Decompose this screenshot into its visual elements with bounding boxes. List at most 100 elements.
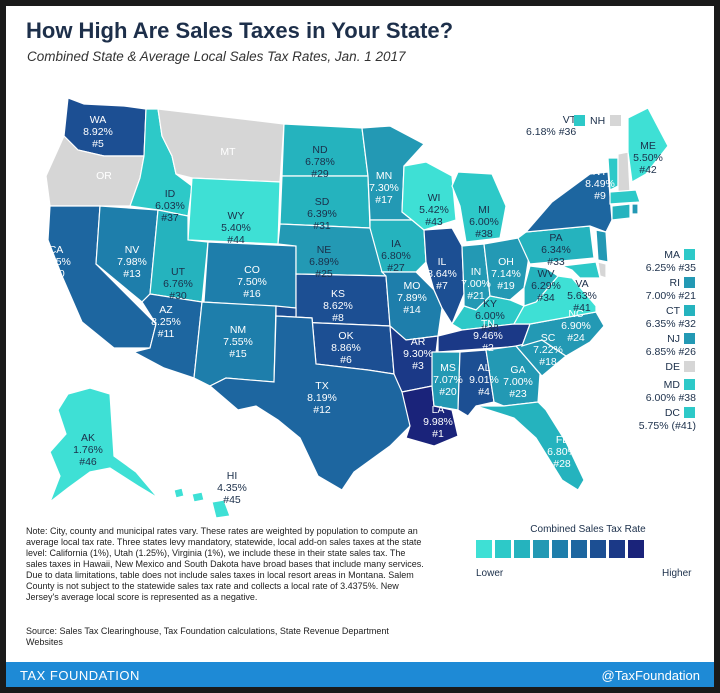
line-MA: 6.25% #35 [645, 262, 696, 274]
label-AR: AR 9.30% #3 [403, 336, 433, 372]
label-PA: PA 6.34% #33 [541, 232, 571, 268]
swatch-VT [574, 115, 585, 126]
state-rate: 4.35% [217, 482, 247, 494]
state-rate: 6.00% [475, 310, 505, 322]
state-rate: 7.55% [223, 336, 253, 348]
label-NV: NV 7.98% #13 [117, 244, 147, 280]
state-rank: #37 [161, 212, 179, 224]
label-MD: MD [663, 379, 680, 391]
state-PA [517, 225, 595, 265]
state-rank: #13 [123, 268, 141, 280]
state-abbr: TN [481, 318, 495, 330]
state-RI [631, 203, 639, 215]
state-abbr: NV [124, 244, 140, 256]
state-rate: 5.40% [221, 222, 251, 234]
state-rate: 6.90% [561, 320, 591, 332]
state-rank: #20 [439, 386, 457, 398]
swatch-DC [684, 407, 695, 418]
swatch-RI [684, 277, 695, 288]
state-abbr: WV [537, 268, 555, 280]
label-NC: NC 6.90% #24 [561, 308, 591, 344]
label-ME: ME 5.50% #42 [633, 140, 663, 176]
state-rate: 7.89% [397, 292, 427, 304]
state-rank: #4 [478, 386, 490, 398]
state-rate: 8.25% [41, 256, 71, 268]
state-rank: #33 [547, 256, 565, 268]
label-FL: FL 6.80% #28 [547, 434, 577, 470]
state-abbr: MT [220, 146, 236, 158]
state-DE [597, 261, 607, 279]
state-rate: 8.19% [307, 392, 337, 404]
state-abbr: SD [314, 196, 330, 208]
line-NJ: 6.85% #26 [645, 346, 696, 358]
legend-swatch [628, 540, 644, 558]
state-rate: 6.89% [309, 256, 339, 268]
state-abbr: OH [498, 256, 514, 268]
label-LA: LA 9.98% #1 [423, 404, 453, 440]
line-CT: 6.35% #32 [645, 318, 696, 330]
state-rate: 7.98% [117, 256, 147, 268]
state-rate: 9.98% [423, 416, 453, 428]
us-map [45, 97, 669, 519]
state-rate: 5.42% [419, 204, 449, 216]
label-VA: VA 5.63% #41 [567, 278, 597, 314]
state-rank: #21 [467, 290, 485, 302]
label-CA: CA 8.25% #10 [41, 244, 71, 280]
label-NM: NM 7.55% #15 [223, 324, 253, 360]
label-GA: GA 7.00% #23 [503, 364, 533, 400]
state-rate: 6.39% [307, 208, 337, 220]
label-WY: WY 5.40% #44 [221, 210, 251, 246]
state-rank: #15 [229, 348, 247, 360]
state-ME [627, 107, 669, 183]
state-rank: #6 [340, 354, 352, 366]
legend-color-scale [476, 540, 644, 558]
state-WI [401, 161, 457, 231]
state-abbr: WY [227, 210, 245, 222]
note-text: Note: City, county and municipal rates v… [26, 526, 424, 602]
state-abbr: CO [244, 264, 260, 276]
page-subtitle: Combined State & Average Local Sales Tax… [27, 49, 406, 64]
state-abbr: OK [338, 330, 354, 342]
label-CO: CO 7.50% #16 [237, 264, 267, 300]
legend-swatch [609, 540, 625, 558]
state-rate: 5.63% [567, 290, 597, 302]
state-abbr: KS [330, 288, 345, 300]
state-abbr: OR [96, 170, 112, 182]
label-CT: CT [666, 305, 680, 317]
state-abbr: MS [440, 362, 456, 374]
label-DC: DC [664, 407, 680, 419]
state-rank: #27 [387, 262, 405, 274]
state-abbr: PA [549, 232, 563, 244]
legend-high-label: Higher [662, 568, 692, 579]
state-HI-1 [173, 487, 185, 499]
swatch-MD [684, 379, 695, 390]
state-rate: 6.80% [547, 446, 577, 458]
label-ND: ND 6.78% #29 [305, 144, 335, 180]
state-abbr: KY [482, 298, 497, 310]
label-AZ: AZ 8.25% #11 [151, 304, 181, 340]
legend-swatch [533, 540, 549, 558]
state-rate: 8.62% [323, 300, 353, 312]
label-NY: NY 8.49% #9 [585, 166, 615, 202]
label-MI: MI 6.00% #38 [469, 204, 499, 240]
state-rank: #38 [475, 228, 493, 240]
state-rank: #38 [481, 322, 499, 334]
state-HI-2 [191, 491, 205, 503]
label-AK: AK 1.76% #46 [73, 432, 103, 468]
state-abbr: IN [470, 266, 482, 278]
state-rank: #10 [47, 268, 65, 280]
swatch-NH [610, 115, 621, 126]
state-WV [523, 265, 559, 307]
state-abbr: MO [403, 280, 421, 292]
state-rate: 8.64% [427, 268, 457, 280]
state-rank: #16 [243, 288, 261, 300]
state-rank: #25 [315, 268, 333, 280]
state-rank: #17 [375, 194, 393, 206]
label-NJ: NJ [667, 333, 680, 345]
label-RI: RI [669, 277, 681, 289]
swatch-MA [684, 249, 695, 260]
state-abbr: WA [89, 114, 107, 126]
state-abbr: NY [592, 166, 608, 178]
state-rank: #31 [313, 220, 331, 232]
state-abbr: FL [555, 434, 569, 446]
